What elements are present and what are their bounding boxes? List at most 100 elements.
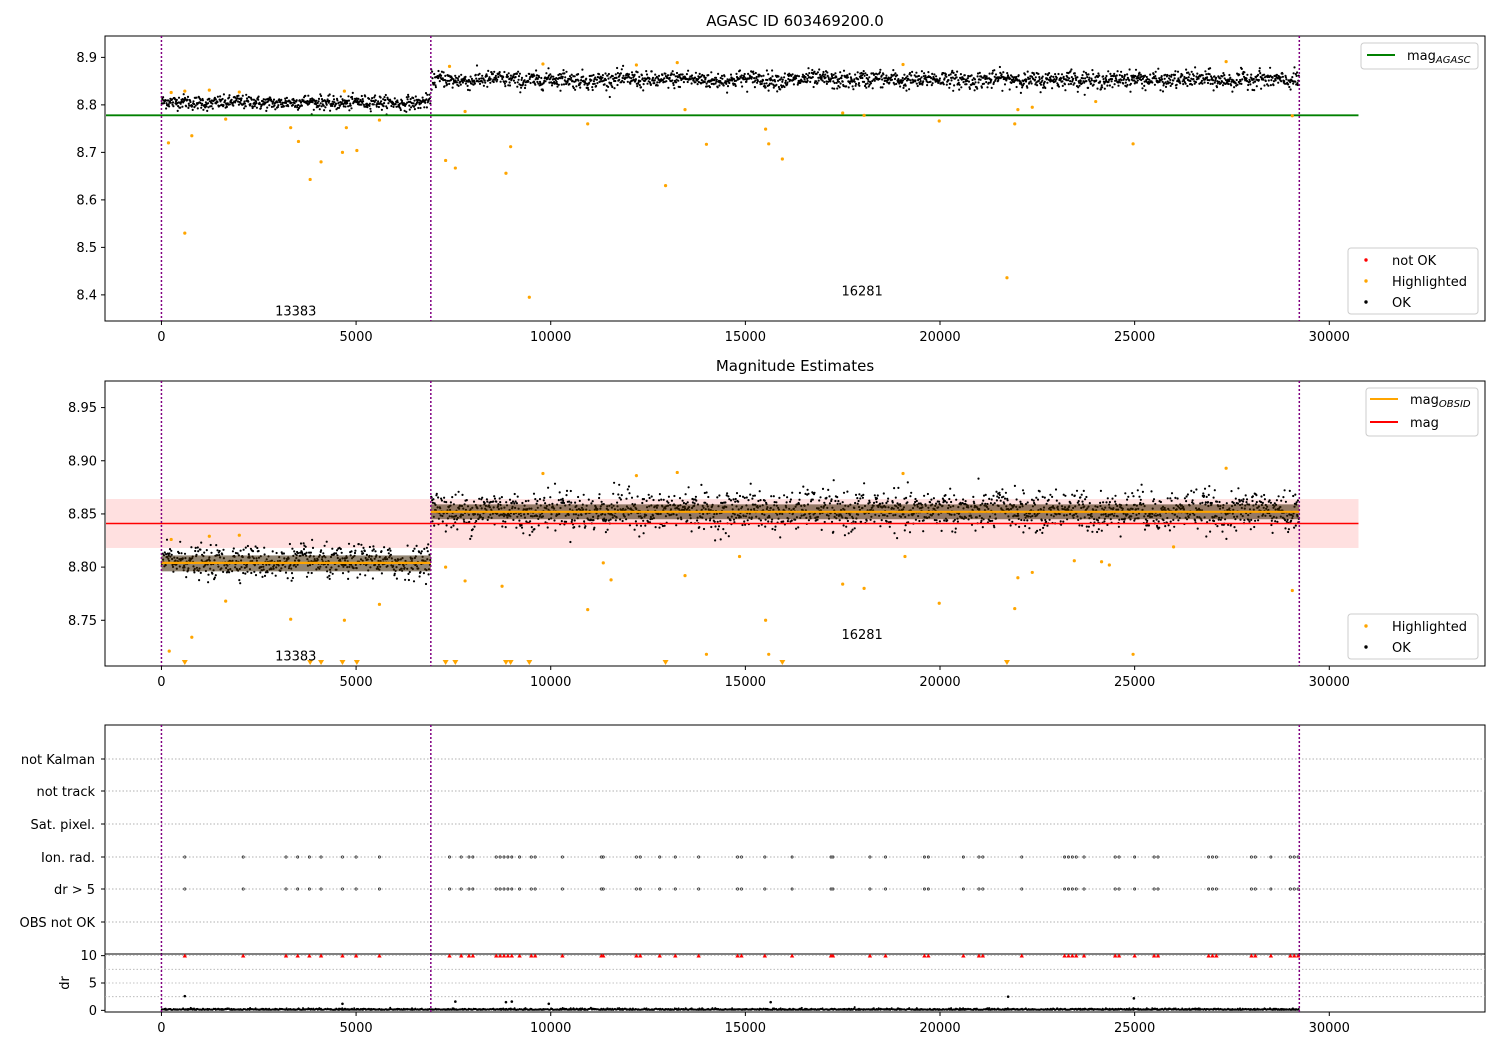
flag-point <box>961 855 965 859</box>
dr-outlier <box>547 1002 551 1006</box>
offscale-marker <box>502 660 509 665</box>
dr-xtick-label: 30000 <box>1309 1021 1350 1036</box>
obsid-label: 13383 <box>275 305 316 320</box>
dr-clipped-marker <box>494 953 499 958</box>
flag-point <box>634 887 638 891</box>
flag-point <box>961 887 965 891</box>
magnitude-legend: magOBSID mag <box>1365 387 1479 437</box>
dr-xtick-label: 15000 <box>725 1021 766 1036</box>
dr-clipped-marker <box>634 953 639 958</box>
legend-mag-agasc-label: magAGASC <box>1407 49 1471 66</box>
flag-point <box>1117 855 1121 859</box>
flag-label: dr > 5 <box>54 883 95 898</box>
agasc-xtick-label: 15000 <box>725 330 766 345</box>
offscale-marker <box>779 660 786 665</box>
dr-xtick-label: 25000 <box>1114 1021 1155 1036</box>
flag-point <box>1249 887 1253 891</box>
magnitude-xtick-label: 0 <box>157 675 165 690</box>
flag-point <box>673 855 677 859</box>
agasc-panel: AGASC ID 603469200.0 0 5000 10000 15000 2000… <box>76 12 1486 345</box>
highlighted-point <box>1131 652 1135 656</box>
highlighted-point <box>527 295 531 299</box>
agasc-ytick-label: 8.5 <box>76 241 97 256</box>
dr-clipped-marker <box>883 953 888 958</box>
dr-clipped-marker <box>1214 953 1219 958</box>
dr-clipped-marker <box>762 953 768 958</box>
status-legend: not OK Highlighted OK <box>1347 247 1479 315</box>
legend-highlighted-swatch <box>1364 624 1368 628</box>
flag-point <box>1253 855 1257 859</box>
dr-clipped-marker <box>240 953 246 958</box>
flag-label: Sat. pixel. <box>31 818 95 833</box>
flag-point <box>307 855 311 859</box>
flag-point <box>1020 887 1024 891</box>
dr-clipped-marker <box>922 953 927 958</box>
flag-point <box>1292 855 1296 859</box>
legend-ok-label: OK <box>1392 641 1411 656</box>
dr-clipped-marker <box>1210 953 1215 958</box>
dr-clipped-marker <box>1249 953 1254 958</box>
highlighted-point <box>704 652 709 656</box>
dr-clipped-marker <box>830 953 836 958</box>
highlighted-point <box>586 608 590 612</box>
dr-clipped-marker <box>601 953 606 958</box>
highlighted-point <box>342 89 347 93</box>
highlighted-point <box>586 122 590 126</box>
dr-clipped-marker <box>926 953 931 958</box>
legend-ok-swatch <box>1364 645 1368 649</box>
flag-point <box>1288 855 1292 859</box>
flag-point <box>1067 887 1070 891</box>
dr-outlier <box>1006 995 1010 998</box>
flag-point <box>241 855 245 859</box>
agasc-xtick-label: 25000 <box>1114 330 1155 345</box>
highlighted-point <box>169 90 173 95</box>
flag-point <box>673 887 677 891</box>
highlighted-point <box>1016 108 1020 112</box>
flag-point <box>1211 855 1214 859</box>
dr-outlier <box>504 1000 508 1004</box>
offscale-marker <box>507 660 514 665</box>
dr-clipped-marker <box>696 953 701 958</box>
flag-point <box>1152 855 1156 859</box>
highlighted-point <box>504 171 508 175</box>
dr-clipped-marker <box>1132 953 1137 958</box>
legend-frame <box>1347 247 1479 315</box>
dr-clipped-marker <box>340 953 345 958</box>
flag-point <box>736 855 740 859</box>
magnitude-panel: Magnitude Estimates 0 5000 10000 15000 20000… <box>68 357 1486 690</box>
highlighted-point <box>1290 114 1294 118</box>
flag-point <box>1133 855 1137 859</box>
flag-point <box>977 855 981 859</box>
magnitude-ytick-label: 8.90 <box>68 454 97 469</box>
flag-point <box>1207 855 1211 859</box>
dr-clipped-marker <box>1070 953 1075 958</box>
dr-clipped-marker <box>735 953 740 958</box>
flag-point <box>518 887 522 891</box>
highlighted-point <box>167 649 171 653</box>
flag-point <box>697 855 701 859</box>
highlighted-point <box>1072 559 1076 563</box>
highlighted-point <box>207 534 211 538</box>
legend-not-ok-swatch <box>1364 258 1368 262</box>
flag-point <box>354 855 358 859</box>
dr-clipped-marker <box>1253 953 1258 958</box>
flag-point <box>1070 887 1074 891</box>
highlighted-point <box>344 126 348 130</box>
flag-point <box>831 887 835 891</box>
dr-xtick-label: 10000 <box>530 1021 571 1036</box>
flag-point <box>1113 887 1117 891</box>
dr-clipped-marker <box>1268 953 1274 958</box>
highlighted-point <box>1290 588 1294 593</box>
dr-clipped-marker <box>560 953 565 958</box>
flag-point <box>736 887 740 891</box>
obsid-label: 16281 <box>841 628 882 643</box>
dr-clipped-marker <box>1116 953 1122 958</box>
agasc-xtick-label: 0 <box>157 330 165 345</box>
highlighted-point <box>308 177 312 182</box>
highlighted-point <box>377 602 382 606</box>
highlighted-point <box>340 150 345 154</box>
dr-clipped-marker <box>1112 953 1118 958</box>
flag-point <box>884 887 887 891</box>
dr-ylabel: dr <box>58 976 73 990</box>
dr-points <box>160 1006 1300 1011</box>
